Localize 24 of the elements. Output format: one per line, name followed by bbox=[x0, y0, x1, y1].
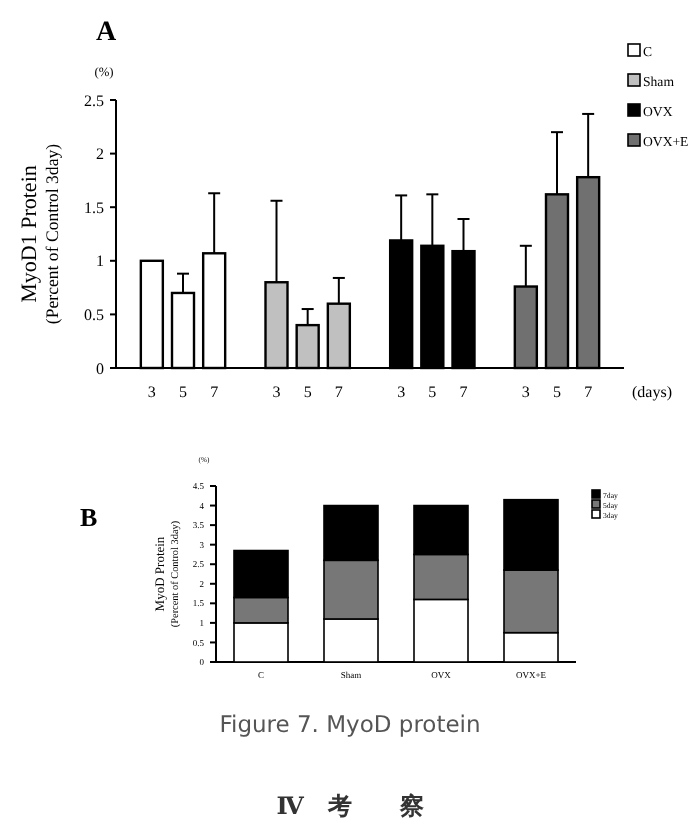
y-tick-label: 2 bbox=[96, 145, 104, 164]
x-axis-title: (days) bbox=[632, 382, 673, 401]
x-tick-label: 5 bbox=[552, 382, 561, 401]
x-tick-label: 5 bbox=[428, 382, 437, 401]
y-tick-label: 0 bbox=[96, 359, 104, 378]
y-axis-title: MyoD1 Protein (Percent of Control 3day) bbox=[18, 143, 62, 325]
x-tick-label: 3 bbox=[147, 382, 156, 401]
y-tick-label: 1 bbox=[96, 252, 104, 271]
x-tick-label: 7 bbox=[459, 382, 468, 401]
x-tick-label: 5 bbox=[303, 382, 312, 401]
x-tick-label: 7 bbox=[334, 382, 343, 401]
x-tick-label: 7 bbox=[210, 382, 219, 401]
y-tick-label: 1.5 bbox=[84, 198, 104, 217]
y-tick-label: 2.5 bbox=[84, 91, 104, 110]
x-tick-label: 3 bbox=[397, 382, 406, 401]
title: B bbox=[80, 502, 98, 532]
text: Ⅳ 考 察 bbox=[276, 792, 424, 820]
title: A bbox=[96, 18, 117, 48]
caption: Figure 7. MyoD protein bbox=[219, 710, 481, 738]
x-tick-label: 3 bbox=[521, 382, 530, 401]
x-tick-label: 5 bbox=[179, 382, 188, 401]
y-tick-label: 0.5 bbox=[84, 306, 104, 324]
x-tick-label: 3 bbox=[272, 382, 281, 401]
x-tick-label: 7 bbox=[584, 382, 593, 401]
